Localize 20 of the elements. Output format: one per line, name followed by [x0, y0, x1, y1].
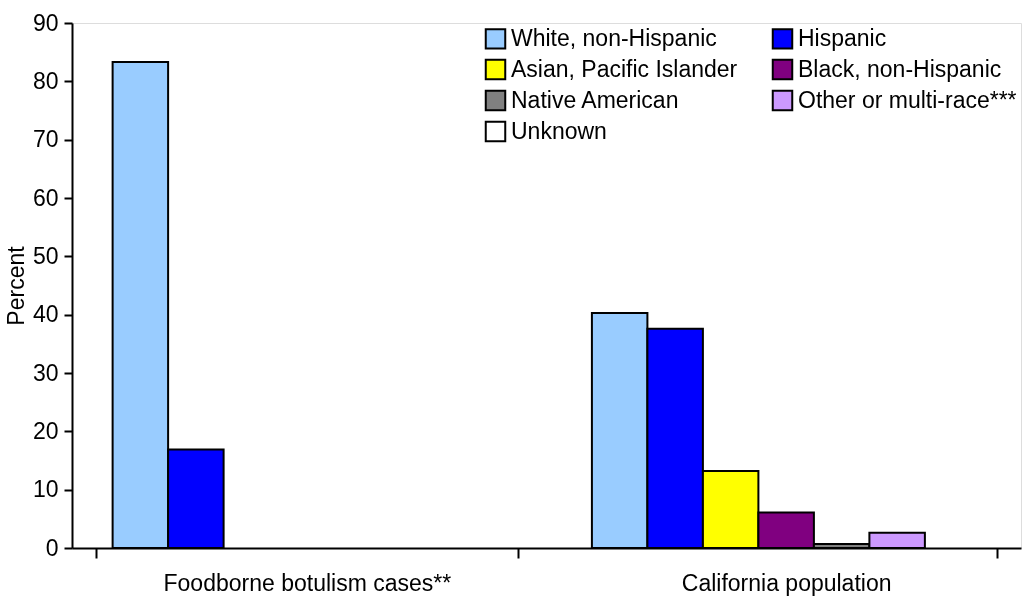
y-tick-label: 90 — [32, 9, 59, 36]
y-tick-label: 70 — [32, 126, 59, 153]
legend-label: Unknown — [511, 117, 607, 144]
y-tick-label: 80 — [32, 67, 59, 94]
legend-label: Hispanic — [798, 24, 887, 51]
x-tick-label: Foodborne botulism cases** — [163, 569, 452, 596]
y-tick-label: 10 — [32, 476, 59, 503]
y-tick-label: 20 — [32, 417, 59, 444]
y-tick-label: 30 — [32, 359, 59, 386]
legend-label: Black, non-Hispanic — [798, 55, 1002, 82]
y-axis-title: Percent — [2, 245, 29, 326]
legend-label: White, non-Hispanic — [511, 24, 717, 51]
y-tick-label: 50 — [32, 242, 59, 269]
y-tick-label: 0 — [45, 534, 59, 561]
legend-label: Asian, Pacific Islander — [511, 55, 738, 82]
y-tick-label: 60 — [32, 184, 59, 211]
y-tick-label: 40 — [32, 301, 59, 328]
legend-label: Other or multi-race*** — [798, 86, 1017, 113]
x-tick-label: California population — [681, 569, 892, 596]
legend-label: Native American — [511, 86, 679, 113]
